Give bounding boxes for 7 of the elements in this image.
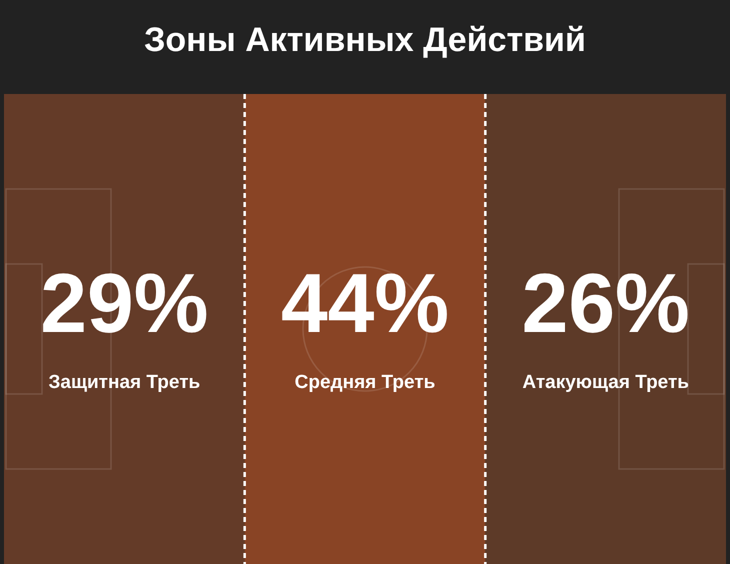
text: Зоны Активных Действий (143, 20, 587, 61)
category-label: Защитная Треть (48, 372, 200, 394)
data-label: 26% (522, 256, 690, 350)
category-label: Средняя Треть (294, 372, 436, 394)
data-label: 29% (40, 256, 208, 350)
data-label: 44% (280, 256, 450, 350)
category-label: Атакующая Треть (522, 372, 689, 394)
